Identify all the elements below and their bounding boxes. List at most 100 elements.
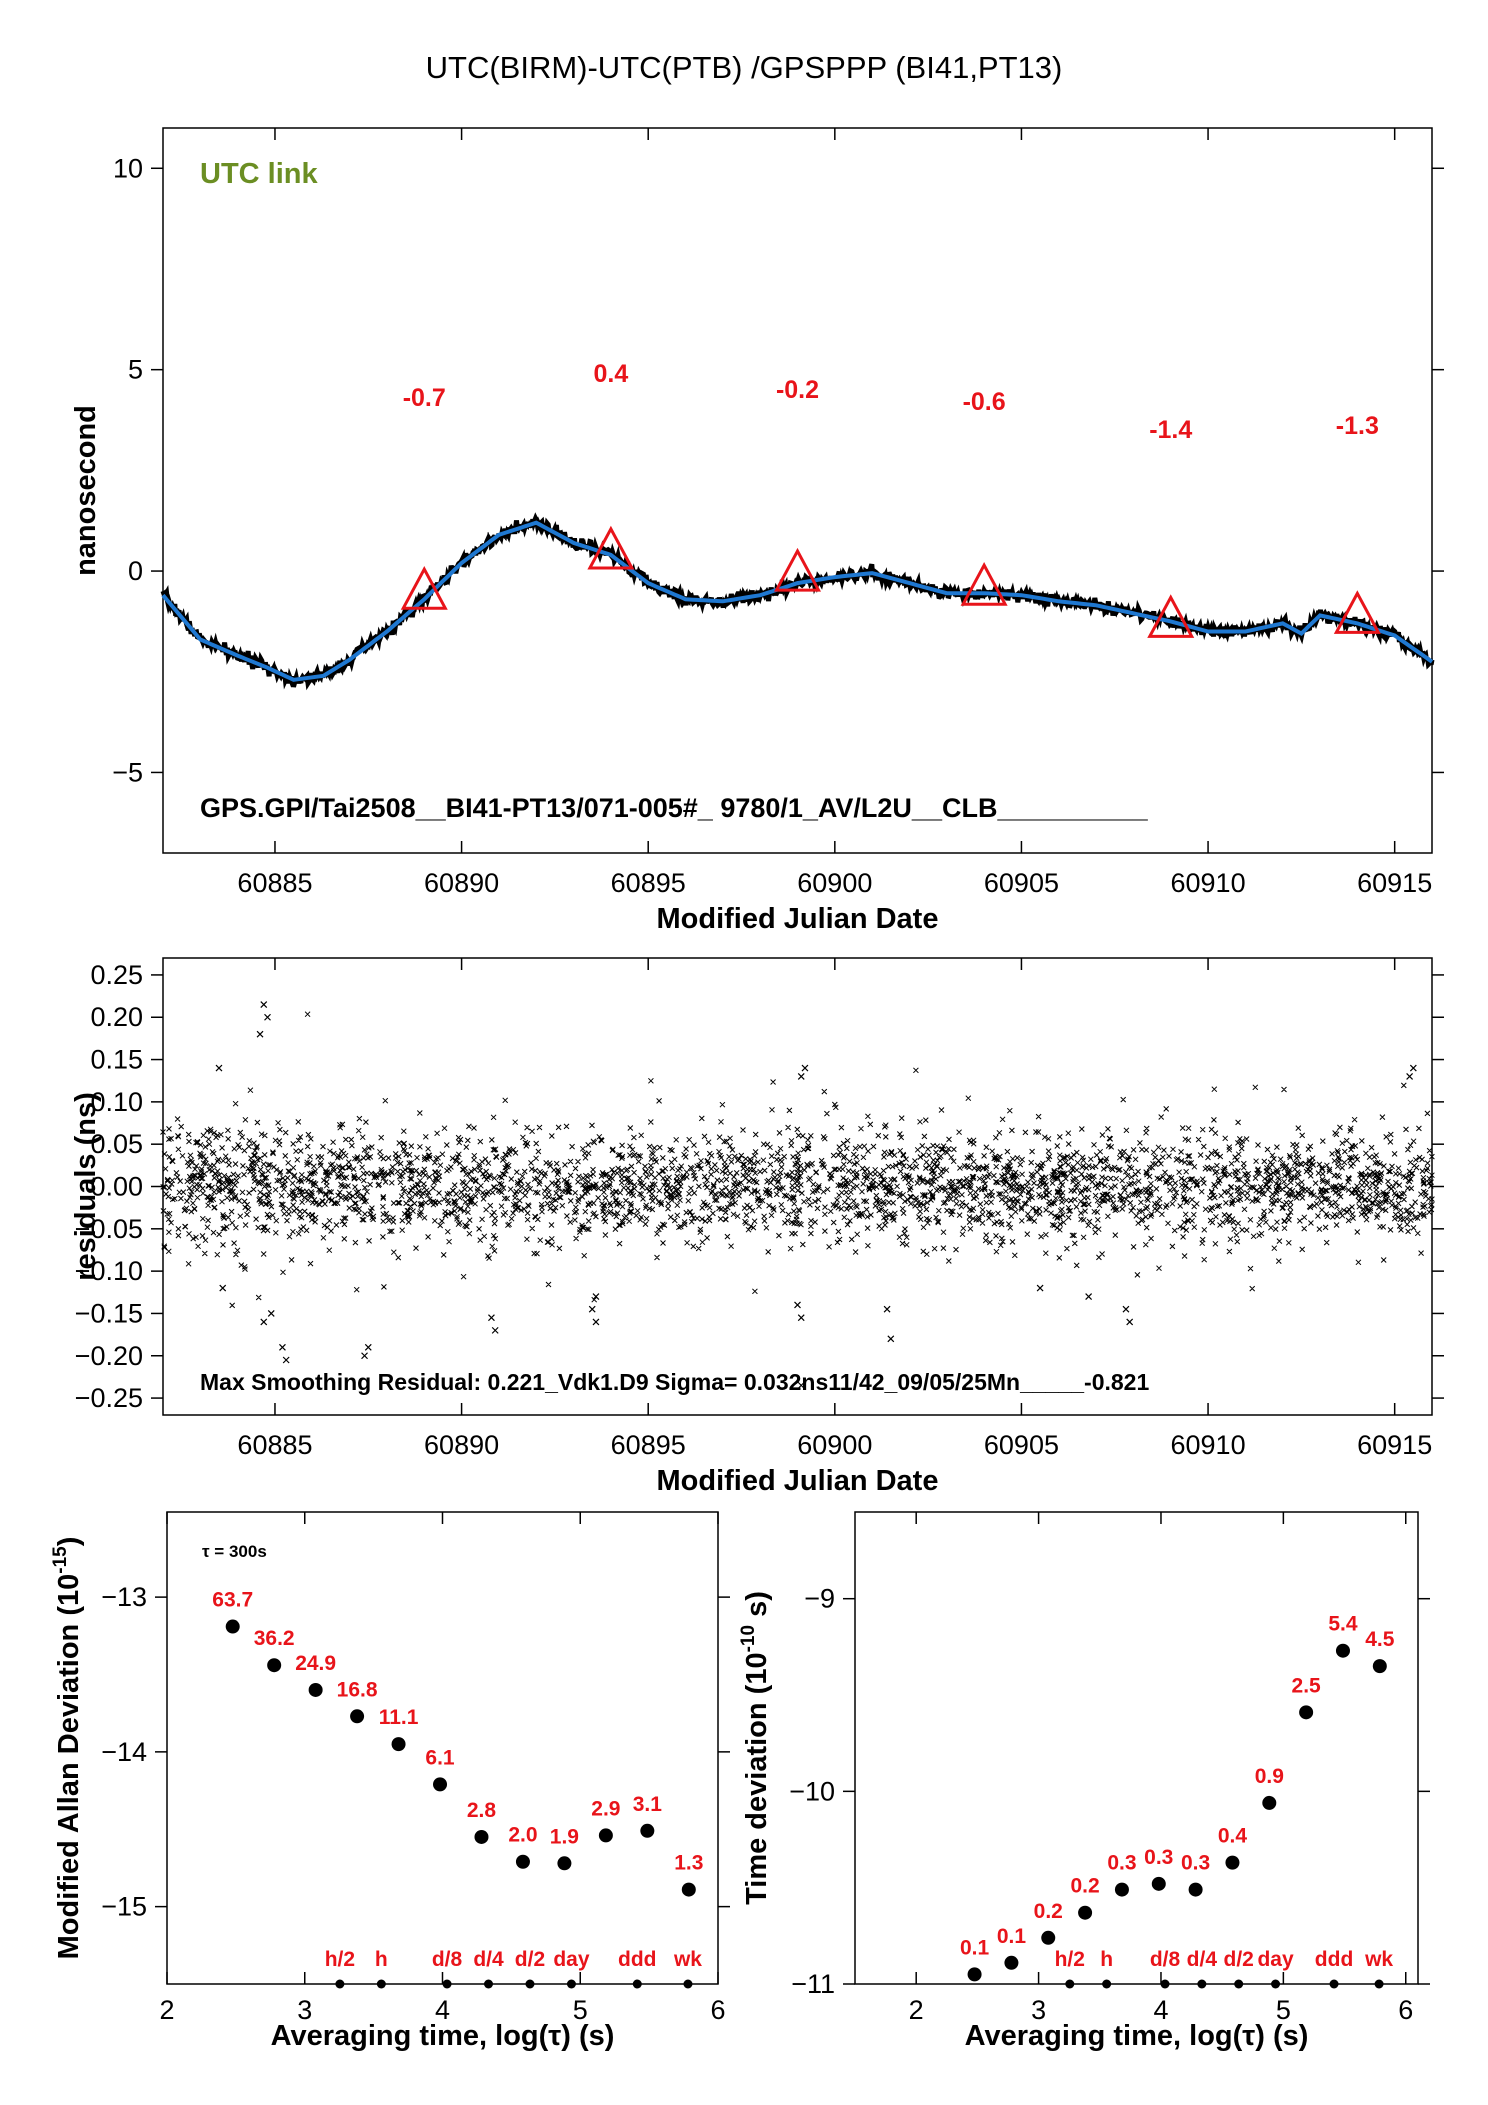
interval-label: d/8 [1150,1948,1181,1971]
calibration-value: -1.4 [1149,416,1192,444]
stability-value: 5.4 [1328,1613,1358,1636]
stability-point [1004,1955,1019,1970]
y-tick-label: 0.15 [90,1045,143,1075]
utc-link-label: UTC link [200,158,318,190]
stability-value: 1.3 [674,1852,703,1875]
y-axis-label-text: Modified Allan Deviation (10 [53,1574,85,1960]
calibration-value: -0.7 [403,384,446,412]
stability-point [557,1856,572,1871]
residual-outlier [219,1284,227,1292]
interval-marker [1065,1979,1075,1989]
y-tick-label: −0.05 [75,1214,143,1244]
stability-value: 1.9 [550,1825,579,1848]
y-tick-label: 0 [128,556,143,586]
y-axis-label-exponent: -10 [738,1625,759,1652]
y-tick-label: −10 [789,1776,835,1806]
residual-outlier [797,1381,805,1389]
y-tick-label: −5 [112,757,143,787]
x-tick-label: 60890 [424,1430,499,1460]
x-tick-label: 60915 [1357,1430,1432,1460]
stability-point [967,1967,982,1982]
residual-cloud [160,1011,1435,1309]
y-tick-label: 0.00 [90,1172,143,1202]
stability-value: 16.8 [337,1678,378,1701]
stability-value: 4.5 [1365,1628,1395,1651]
stability-value: 0.3 [1181,1852,1210,1875]
x-tick-label: 60895 [611,1430,686,1460]
residual-outlier [256,1030,264,1038]
y-tick-label: −13 [101,1582,147,1612]
x-axis-label: Averaging time, log(τ) (s) [965,2020,1309,2052]
x-tick-label: 4 [435,1995,450,2025]
y-tick-label: −0.10 [75,1256,143,1286]
stability-point [681,1882,696,1897]
stability-point [1041,1930,1056,1945]
interval-label: d/8 [432,1948,463,1971]
residual-outlier [588,1305,596,1313]
calibration-value: -1.3 [1336,412,1379,440]
y-tick-label: 0.05 [90,1129,143,1159]
x-tick-label: 2 [909,1995,924,2025]
y-tick-label: −0.25 [75,1383,143,1413]
stability-point [1188,1882,1203,1897]
residual-outlier [1126,1318,1134,1326]
interval-label: d/2 [515,1948,545,1971]
interval-marker [566,1979,576,1989]
x-tick-label: 6 [1398,1995,1413,2025]
stability-point [391,1737,406,1752]
stability-point [1335,1643,1350,1658]
stability-value: 0.3 [1144,1846,1173,1869]
raw-trace [160,512,1435,691]
stability-value: 2.9 [591,1797,620,1820]
stability-value: 24.9 [295,1652,336,1675]
interval-marker [632,1979,642,1989]
stability-point [640,1823,655,1838]
residual-outlier [883,1305,891,1313]
calibration-marker [400,566,448,610]
y-tick-label: −0.20 [75,1341,143,1371]
interval-marker [1197,1979,1207,1989]
stability-value: 0.2 [1070,1875,1099,1898]
y-tick-label: 5 [128,355,143,385]
residual-outlier [491,1326,499,1334]
residual-outlier [488,1314,495,1322]
link-identifier: GPS.GPI/Tai2508__BI41-PT13/071-005#_ 978… [200,793,1149,823]
residual-outlier [361,1352,368,1360]
stability-point [1372,1659,1387,1674]
interval-label: d/2 [1224,1948,1254,1971]
x-tick-label: 4 [1153,1995,1168,2025]
x-tick-label: 60890 [424,868,499,898]
x-tick-label: 60910 [1171,868,1246,898]
stability-point [1299,1705,1314,1720]
stability-value: 63.7 [212,1589,253,1612]
residual-outlier [260,1001,268,1008]
stability-point [267,1658,282,1673]
residual-statistics: Max Smoothing Residual: 0.221_Vdk1.D9 Si… [200,1369,1149,1395]
interval-label: d/4 [1187,1948,1218,1971]
stability-point [433,1777,448,1792]
y-axis-label-text: Time deviation (10 [741,1652,773,1905]
interval-label: ddd [618,1948,656,1971]
calibration-marker [587,525,635,570]
residual-outlier [264,1013,271,1021]
calibration-value: -0.6 [963,388,1006,416]
interval-marker [1234,1979,1244,1989]
y-axis-label-text: nanosecond [70,405,102,576]
y-tick-label: −15 [101,1892,147,1922]
stability-value: 2.0 [508,1824,537,1847]
residual-outlier [592,1293,600,1300]
stability-value: 0.3 [1107,1852,1136,1875]
interval-label: wk [1364,1948,1393,1971]
interval-marker [376,1979,386,1989]
interval-marker [1160,1979,1170,1989]
interval-label: wk [673,1948,702,1971]
x-tick-label: 60895 [611,868,686,898]
stability-value: 0.1 [960,1936,990,1959]
interval-marker [1329,1979,1339,1989]
x-tick-label: 2 [159,1995,174,2025]
x-axis-label: Modified Julian Date [657,903,939,935]
y-tick-label: −0.15 [75,1298,143,1328]
residual-outlier [1036,1284,1044,1292]
residual-outlier [364,1343,372,1351]
